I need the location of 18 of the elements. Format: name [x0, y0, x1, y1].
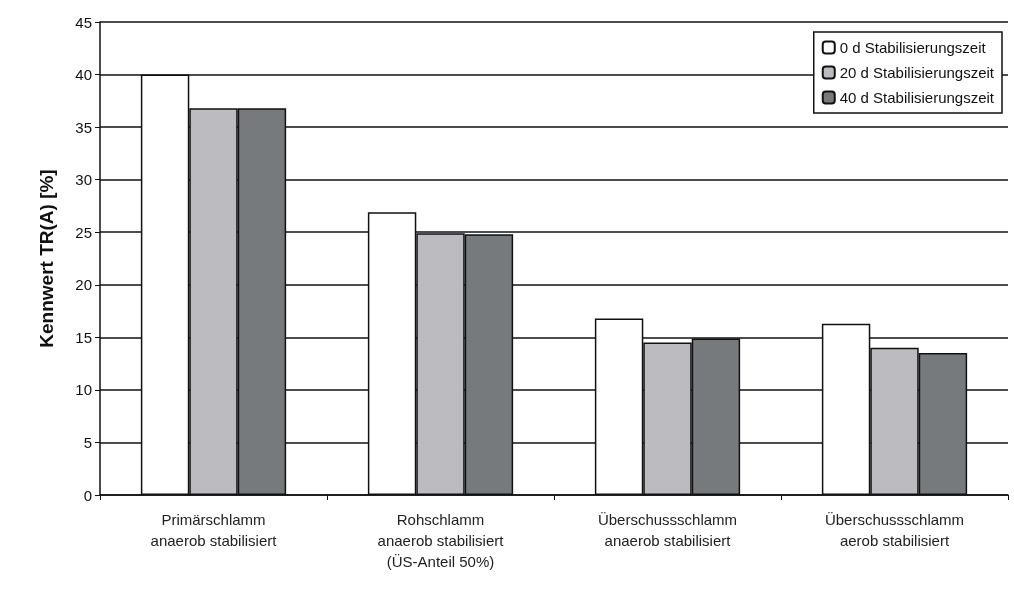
y-tick-label: 0	[83, 486, 92, 504]
y-tick-label: 25	[75, 223, 92, 241]
x-tick-label: Rohschlamm anaerob stabilisiert (ÜS-Anteil 50%)	[377, 511, 505, 570]
y-tick-label: 10	[75, 381, 92, 399]
y-tick-label: 20	[75, 276, 92, 294]
y-tick-label: 5	[83, 433, 92, 451]
legend-label: 40 d Stabilisierungszeit	[839, 89, 995, 106]
y-tick-label: 30	[75, 171, 92, 189]
y-tick-label: 40	[75, 66, 92, 84]
y-tick-label: 45	[75, 13, 92, 31]
x-tick-label: Überschussschlamm anaerob stabilisiert	[597, 511, 738, 549]
y-axis-title: Kennwert TR(A) [%]	[36, 169, 57, 348]
y-tick-label: 15	[75, 328, 92, 346]
x-tick-label: Primärschlamm anaerob stabilisiert	[150, 511, 278, 549]
legend-label: 0 d Stabilisierungszeit	[839, 39, 987, 56]
legend-label: 20 d Stabilisierungszeit	[839, 64, 995, 81]
x-tick-label: Überschussschlamm aerob stabilisiert	[824, 511, 965, 549]
y-tick-label: 35	[75, 118, 92, 136]
